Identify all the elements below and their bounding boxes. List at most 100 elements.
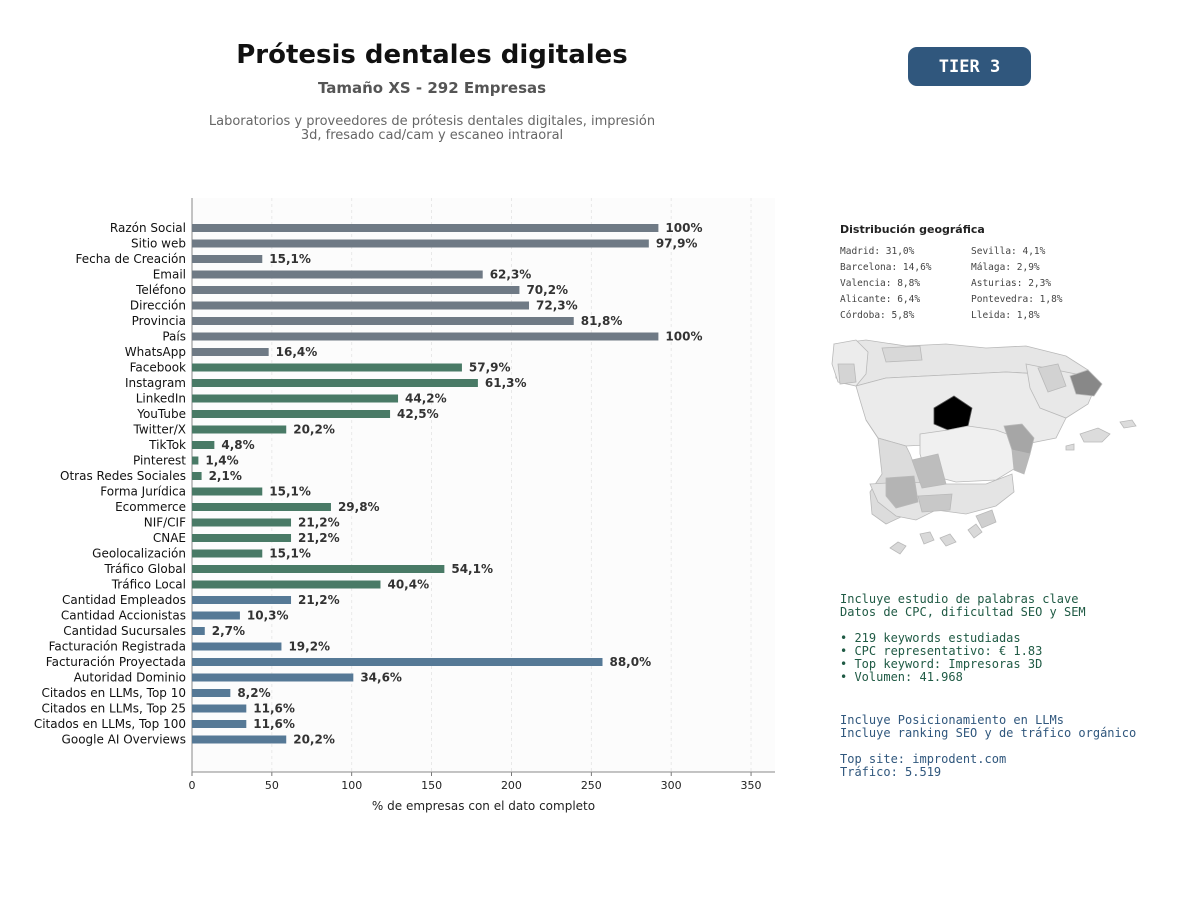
- bar: [192, 441, 215, 449]
- geo-item-barcelona: Barcelona: 14,6%: [840, 262, 932, 273]
- data-label: 16,4%: [276, 345, 318, 359]
- data-label: 10,3%: [247, 609, 289, 623]
- bar: [192, 472, 202, 480]
- category-label: Facturación Proyectada: [46, 655, 186, 669]
- map-asturias: [881, 345, 923, 363]
- data-label: 15,1%: [269, 485, 311, 499]
- data-label: 21,2%: [298, 593, 340, 607]
- map-alicante: [1011, 449, 1031, 475]
- geo-item-cordoba: Córdoba: 5,8%: [840, 310, 915, 321]
- top-site-traffic: Tráfico: 5.519: [840, 765, 942, 779]
- data-label: 21,2%: [298, 531, 340, 545]
- bar: [192, 425, 287, 434]
- bar: [192, 286, 520, 294]
- category-label: Instagram: [125, 376, 186, 390]
- bar: [192, 673, 354, 682]
- geo-item-alicante: Alicante: 6,4%: [840, 294, 921, 305]
- category-label: Forma Jurídica: [100, 485, 186, 499]
- bar: [192, 332, 659, 341]
- bar: [192, 549, 263, 558]
- category-label: Google AI Overviews: [62, 733, 186, 747]
- spain-map: [831, 339, 1137, 555]
- geo-item-lleida: Lleida: 1,8%: [971, 310, 1040, 321]
- data-label: 15,1%: [269, 252, 311, 266]
- category-label: Citados en LLMs, Top 25: [41, 702, 186, 716]
- data-label: 2,7%: [212, 624, 245, 638]
- bar: [192, 503, 331, 511]
- geo-list: Madrid: 31,0% Sevilla: 4,1% Barcelona: 1…: [840, 245, 1110, 322]
- category-label: Teléfono: [135, 283, 186, 297]
- data-label: 15,1%: [269, 547, 311, 561]
- map-sevilla: [885, 475, 919, 509]
- data-label: 34,6%: [360, 671, 402, 685]
- bar: [192, 580, 381, 589]
- data-label: 29,8%: [338, 500, 380, 514]
- x-tick-label: 50: [265, 779, 279, 792]
- geo-title: Distribución geográfica: [840, 223, 985, 236]
- category-label: Cantidad Accionistas: [61, 609, 186, 623]
- x-tick-label: 350: [741, 779, 762, 792]
- llm-section: Incluye Posicionamiento en LLMs Incluye …: [840, 714, 1136, 779]
- bar: [192, 394, 399, 403]
- bar: [192, 317, 574, 325]
- bar: [192, 658, 603, 666]
- keywords-line-1: Incluye estudio de palabras clave: [840, 592, 1079, 606]
- x-tick-label: 0: [189, 779, 196, 792]
- category-label: Citados en LLMs, Top 10: [41, 686, 186, 700]
- data-label: 2,1%: [209, 469, 242, 483]
- data-label: 81,8%: [581, 314, 623, 328]
- category-label: Sitio web: [131, 237, 186, 251]
- x-tick-label: 250: [581, 779, 602, 792]
- x-tick-label: 150: [421, 779, 442, 792]
- geo-item-sevilla: Sevilla: 4,1%: [971, 246, 1046, 257]
- category-label: Facebook: [130, 361, 186, 375]
- data-label: 11,6%: [253, 717, 295, 731]
- map-canary-islands: [889, 523, 983, 555]
- keywords-line-2: Datos de CPC, dificultad SEO y SEM: [840, 605, 1086, 619]
- description-line-2: 3d, fresado cad/cam y escaneo intraoral: [300, 128, 564, 143]
- category-label: Cantidad Sucursales: [63, 624, 186, 638]
- data-label: 42,5%: [397, 407, 439, 421]
- bar: [192, 301, 530, 310]
- data-label: 20,2%: [293, 423, 335, 437]
- map-balearics: [1065, 419, 1137, 451]
- keywords-bullet-2: • CPC representativo: € 1.83: [840, 644, 1043, 658]
- map-lleida: [1037, 363, 1067, 393]
- page-description: Laboratorios y proveedores de prótesis d…: [200, 115, 664, 143]
- description-line-1: Laboratorios y proveedores de prótesis d…: [208, 114, 656, 129]
- category-label: WhatsApp: [125, 345, 186, 359]
- bar: [192, 611, 240, 620]
- map-valencia: [1003, 423, 1035, 455]
- data-label: 8,2%: [237, 686, 270, 700]
- data-label: 100%: [665, 221, 702, 235]
- bar: [192, 627, 205, 635]
- data-label: 62,3%: [490, 268, 532, 282]
- category-label: NIF/CIF: [144, 516, 186, 530]
- bar: [192, 518, 292, 527]
- category-label: Razón Social: [110, 221, 186, 235]
- data-label: 19,2%: [288, 640, 330, 654]
- category-label: Tráfico Local: [111, 578, 186, 592]
- page-title: Prótesis dentales digitales: [236, 40, 628, 70]
- x-tick-label: 300: [661, 779, 682, 792]
- bar: [192, 224, 659, 232]
- geo-item-malaga: Málaga: 2,9%: [971, 262, 1040, 273]
- keywords-bullet-4: • Volumen: 41.968: [840, 670, 963, 684]
- geo-item-asturias: Asturias: 2,3%: [971, 278, 1052, 289]
- category-label: Geolocalización: [92, 547, 186, 561]
- llm-line-1: Incluye Posicionamiento en LLMs: [840, 713, 1064, 727]
- bar: [192, 456, 199, 465]
- data-label: 88,0%: [609, 655, 651, 669]
- bar: [192, 735, 287, 744]
- geo-item-valencia: Valencia: 8,8%: [840, 278, 921, 289]
- category-label: Autoridad Dominio: [74, 671, 186, 685]
- keywords-bullet-1: • 219 keywords estudiadas: [840, 631, 1021, 645]
- data-label: 70,2%: [526, 283, 568, 297]
- data-label: 1,4%: [205, 454, 238, 468]
- category-label: País: [162, 330, 186, 344]
- keywords-bullet-3: • Top keyword: Impresoras 3D: [840, 657, 1043, 671]
- category-label: Tráfico Global: [104, 562, 186, 576]
- geo-item-pontevedra: Pontevedra: 1,8%: [971, 294, 1063, 305]
- geo-item-madrid: Madrid: 31,0%: [840, 246, 915, 257]
- bar: [192, 348, 269, 356]
